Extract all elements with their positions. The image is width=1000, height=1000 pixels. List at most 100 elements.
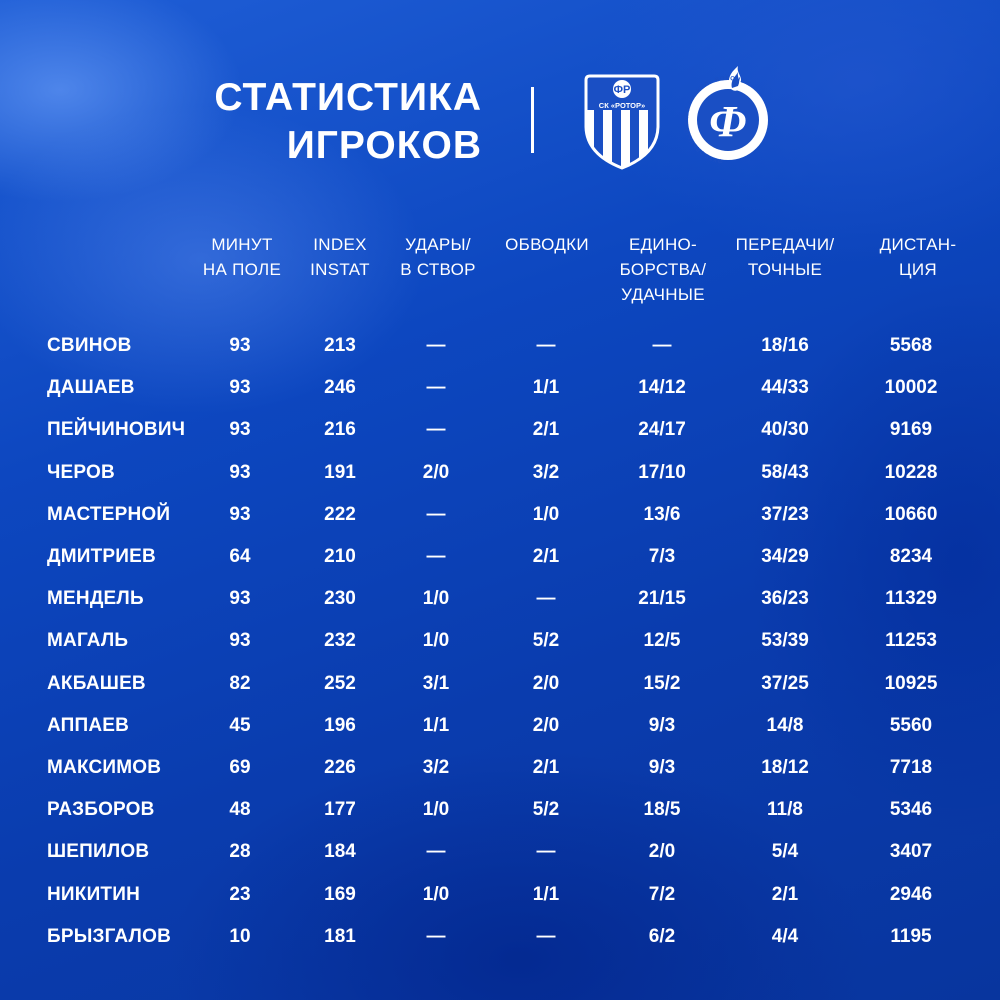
- stat-cell: 3/1: [422, 673, 450, 694]
- stat-cell: 3407: [889, 841, 933, 862]
- player-name: МАКСИМОВ: [47, 757, 162, 778]
- stat-cell: 17/10: [638, 462, 686, 483]
- stat-cell: 14/8: [766, 715, 804, 736]
- stat-cell: 1/1: [422, 715, 450, 736]
- stat-cell: 2/0: [648, 841, 676, 862]
- stat-cell: 1/0: [532, 504, 560, 525]
- column-header-line: ПЕРЕДАЧИ/: [735, 235, 835, 254]
- stat-cell: 93: [229, 504, 251, 525]
- player-row: ДМИТРИЕВ 64 210 — 2/1 7/3 34/29 8234: [0, 543, 1000, 571]
- stat-cell: 10228: [884, 462, 938, 483]
- stat-cell: 7/2: [648, 884, 676, 905]
- stat-cell: 14/12: [638, 377, 686, 398]
- stat-cell: 24/17: [638, 419, 686, 440]
- stat-cell: 1195: [890, 926, 932, 947]
- player-name: АППАЕВ: [47, 715, 130, 736]
- stat-cell: 2/1: [532, 546, 560, 567]
- stat-cell: —: [536, 335, 556, 356]
- stat-cell: 34/29: [761, 546, 809, 567]
- player-row: МАГАЛЬ 93 232 1/0 5/2 12/5 53/39 11253: [0, 627, 1000, 655]
- stat-cell: 2946: [889, 884, 933, 905]
- stat-cell: 232: [324, 630, 356, 651]
- stat-cell: 1/1: [532, 377, 560, 398]
- player-row: ДАШАЕВ 93 246 — 1/1 14/12 44/33 10002: [0, 374, 1000, 402]
- stat-cell: 2/1: [771, 884, 799, 905]
- column-header-line: ДИСТАН-: [879, 235, 957, 254]
- stat-cell: 1/1: [532, 884, 560, 905]
- player-name: ДМИТРИЕВ: [47, 546, 156, 567]
- stat-cell: 82: [229, 673, 251, 694]
- rotor-logo: ФР СК «РОТОР»: [584, 74, 660, 170]
- player-row: АКБАШЕВ 82 252 3/1 2/0 15/2 37/25 10925: [0, 670, 1000, 698]
- title-line-2: ИГРОКОВ: [286, 124, 482, 167]
- stat-cell: 1/0: [422, 884, 450, 905]
- stat-cell: 93: [229, 630, 251, 651]
- stat-cell: 184: [324, 841, 356, 862]
- stat-cell: 11253: [885, 630, 937, 651]
- stat-cell: 11329: [885, 588, 937, 609]
- stat-cell: 213: [324, 335, 356, 356]
- stat-cell: 3/2: [532, 462, 560, 483]
- stat-cell: 21/15: [638, 588, 686, 609]
- title-line-1: СТАТИСТИКА: [214, 76, 482, 119]
- stat-cell: 9/3: [648, 715, 676, 736]
- stat-cell: 210: [324, 546, 356, 567]
- player-row: МЕНДЕЛЬ 93 230 1/0 — 21/15 36/23 11329: [0, 585, 1000, 613]
- stat-cell: 1/0: [422, 630, 450, 651]
- player-name: БРЫЗГАЛОВ: [47, 926, 171, 947]
- stat-cell: 216: [324, 419, 356, 440]
- stat-cell: 18/16: [761, 335, 809, 356]
- stat-cell: 64: [229, 546, 251, 567]
- stat-cell: 226: [324, 757, 356, 778]
- stat-cell: 252: [324, 673, 356, 694]
- stat-cell: 93: [229, 462, 251, 483]
- stat-cell: 6/2: [648, 926, 676, 947]
- title-divider: [531, 87, 534, 153]
- stat-cell: 69: [229, 757, 251, 778]
- stat-cell: 93: [229, 377, 251, 398]
- stat-cell: 18/12: [761, 757, 809, 778]
- column-header-index-instat: INDEX INSTAT: [297, 232, 383, 282]
- stat-cell: 181: [324, 926, 356, 947]
- column-header-line: НА ПОЛЕ: [202, 260, 282, 279]
- column-header-duels: ЕДИНО- БОРСТВА/ УДАЧНЫЕ: [607, 232, 719, 307]
- fakel-logo: Ф ФУТБОЛЬНЫЙ КЛУБ «ФАКЕЛ» ВОРОНЕЖ: [683, 66, 768, 164]
- stat-cell: —: [536, 841, 556, 862]
- stat-cell: 7/3: [648, 546, 676, 567]
- stat-cell: —: [426, 377, 446, 398]
- rotor-logo-text: СК «РОТОР»: [599, 101, 645, 110]
- column-header-line: ТОЧНЫЕ: [747, 260, 823, 279]
- column-header-line: МИНУТ: [211, 235, 273, 254]
- player-name: ЧЕРОВ: [47, 462, 115, 483]
- stat-cell: 7718: [889, 757, 933, 778]
- stat-cell: 1/0: [422, 588, 450, 609]
- column-header-line: ЕДИНО-: [628, 235, 698, 254]
- stat-cell: 5568: [889, 335, 933, 356]
- player-row: СВИНОВ 93 213 — — — 18/16 5568: [0, 332, 1000, 360]
- stat-cell: 2/0: [532, 715, 560, 736]
- stat-cell: 5/4: [771, 841, 799, 862]
- stat-cell: 2/0: [532, 673, 560, 694]
- stat-cell: 58/43: [761, 462, 809, 483]
- column-header-line: ЦИЯ: [899, 260, 937, 279]
- stat-cell: 10660: [884, 504, 938, 525]
- player-name: МЕНДЕЛЬ: [47, 588, 144, 609]
- player-row: ЧЕРОВ 93 191 2/0 3/2 17/10 58/43 10228: [0, 459, 1000, 487]
- player-row: АППАЕВ 45 196 1/1 2/0 9/3 14/8 5560: [0, 712, 1000, 740]
- column-header-line: INDEX: [313, 235, 367, 254]
- stat-cell: —: [426, 546, 446, 567]
- stat-cell: 10925: [884, 673, 938, 694]
- stat-cell: 9/3: [648, 757, 676, 778]
- player-row: БРЫЗГАЛОВ 10 181 — — 6/2 4/4 1195: [0, 923, 1000, 951]
- player-name: ШЕПИЛОВ: [47, 841, 150, 862]
- player-name: ПЕЙЧИНОВИЧ: [47, 419, 186, 440]
- stat-cell: 8234: [889, 546, 933, 567]
- stat-cell: 93: [229, 419, 251, 440]
- player-name: СВИНОВ: [47, 335, 132, 356]
- column-header-dribbles: ОБВОДКИ: [495, 232, 599, 257]
- stat-cell: 5/2: [532, 630, 560, 651]
- stat-cell: 44/33: [761, 377, 809, 398]
- stat-cell: —: [426, 926, 446, 947]
- fakel-logo-letter: Ф: [709, 97, 746, 146]
- stat-cell: 9169: [889, 419, 933, 440]
